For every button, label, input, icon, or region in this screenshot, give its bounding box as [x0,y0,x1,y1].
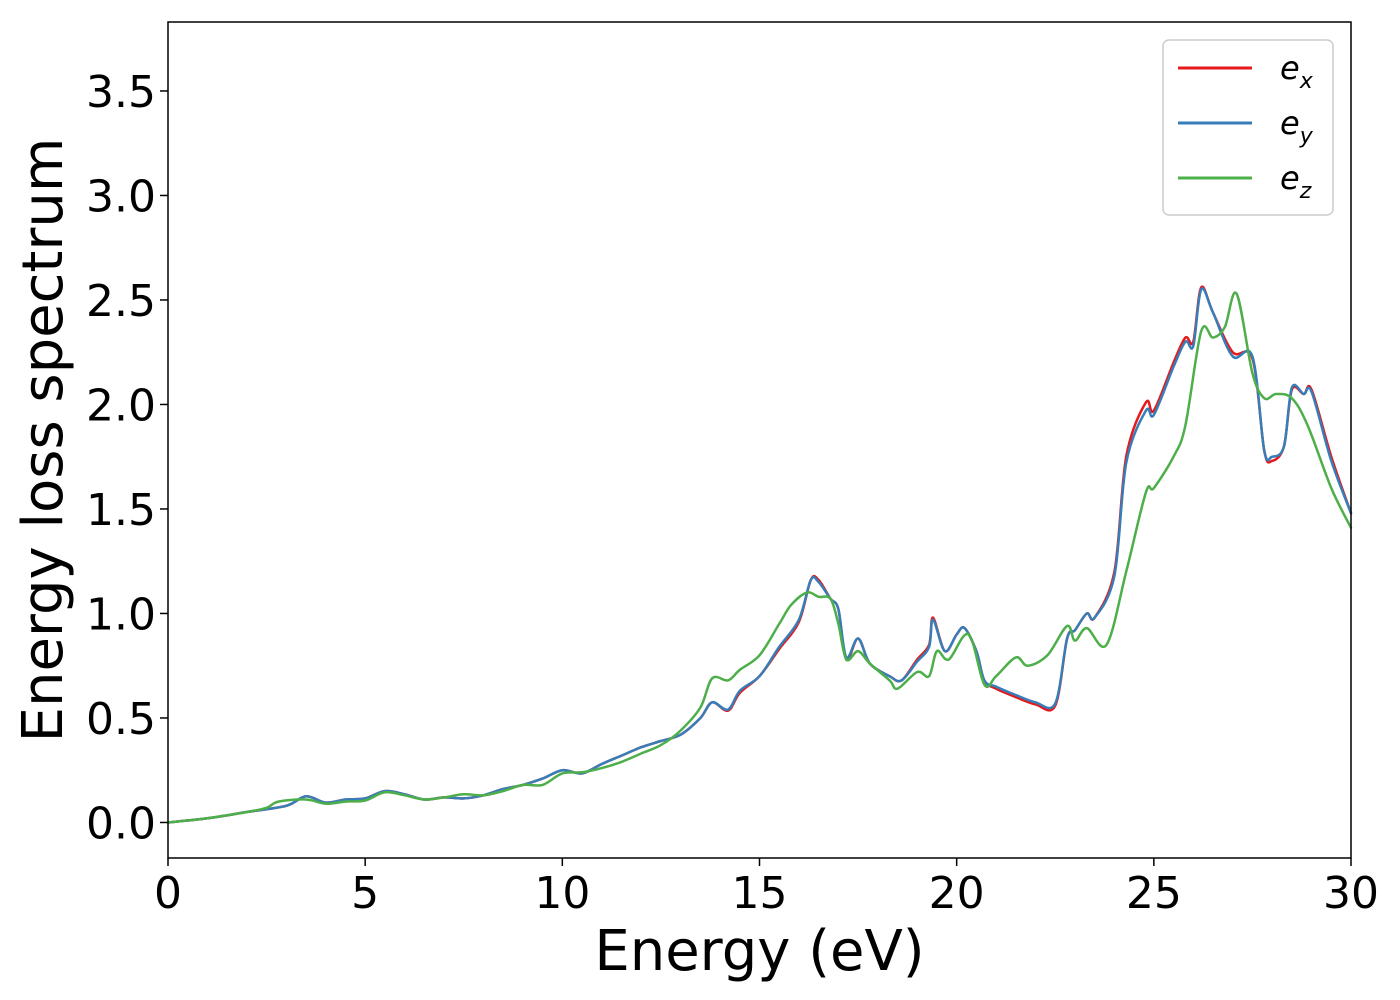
y-tick-label: 1.0 [86,589,156,640]
plot-area [168,22,1351,858]
y-axis-title: Energy loss spectrum [11,138,76,743]
y-tick-label: 3.0 [86,171,156,222]
y-tick-label: 1.5 [86,485,156,536]
series-layer [166,285,1353,824]
legend-box [1162,39,1334,216]
y-tick-label: 2.0 [86,380,156,431]
legend-subscript-z: z [1299,179,1312,204]
x-tick-label: 15 [732,868,788,919]
y-axis-ticks: 0.0 0.5 1.0 1.5 2.0 2.5 3.0 3.5 [86,67,168,849]
legend-subscript-x: x [1299,69,1314,94]
x-axis-ticks: 0 5 10 15 20 25 30 [154,858,1379,919]
legend-subscript-y: y [1299,124,1314,149]
x-tick-label: 25 [1126,868,1182,919]
x-axis-title: Energy (eV) [594,919,924,984]
y-tick-label: 0.5 [86,694,156,745]
x-tick-label: 0 [154,868,182,919]
y-tick-label: 2.5 [86,276,156,327]
series-line-z [166,291,1353,824]
x-tick-label: 20 [929,868,985,919]
x-tick-label: 30 [1323,868,1379,919]
y-tick-label: 3.5 [86,67,156,118]
legend-label-y: ey [1280,104,1314,149]
x-tick-label: 5 [351,868,379,919]
y-tick-label: 0.0 [86,798,156,849]
x-tick-label: 10 [534,868,590,919]
